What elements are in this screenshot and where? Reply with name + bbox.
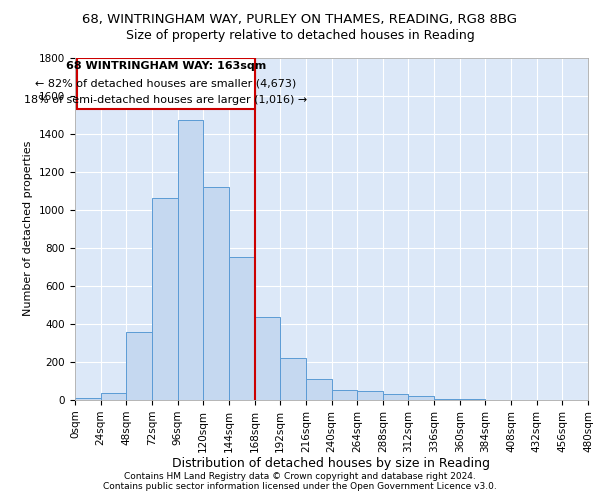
Y-axis label: Number of detached properties: Number of detached properties bbox=[23, 141, 34, 316]
X-axis label: Distribution of detached houses by size in Reading: Distribution of detached houses by size … bbox=[173, 458, 491, 470]
Text: Size of property relative to detached houses in Reading: Size of property relative to detached ho… bbox=[125, 29, 475, 42]
Bar bbox=[409, 396, 434, 400]
Text: 68, WINTRINGHAM WAY, PURLEY ON THAMES, READING, RG8 8BG: 68, WINTRINGHAM WAY, PURLEY ON THAMES, R… bbox=[83, 12, 517, 26]
Bar bbox=[75, 398, 101, 400]
Bar bbox=[77, 58, 254, 109]
Bar bbox=[178, 120, 203, 400]
Bar bbox=[306, 379, 331, 400]
Bar bbox=[229, 258, 254, 400]
Bar bbox=[280, 358, 306, 400]
Text: 18% of semi-detached houses are larger (1,016) →: 18% of semi-detached houses are larger (… bbox=[24, 96, 307, 106]
Bar bbox=[331, 390, 357, 400]
Text: 68 WINTRINGHAM WAY: 163sqm: 68 WINTRINGHAM WAY: 163sqm bbox=[66, 61, 266, 71]
Bar bbox=[383, 394, 409, 400]
Bar bbox=[127, 332, 152, 400]
Bar bbox=[357, 392, 383, 400]
Text: Contains HM Land Registry data © Crown copyright and database right 2024.: Contains HM Land Registry data © Crown c… bbox=[124, 472, 476, 481]
Text: Contains public sector information licensed under the Open Government Licence v3: Contains public sector information licen… bbox=[103, 482, 497, 491]
Bar bbox=[254, 317, 280, 400]
Bar bbox=[434, 399, 460, 400]
Bar bbox=[101, 394, 127, 400]
Text: ← 82% of detached houses are smaller (4,673): ← 82% of detached houses are smaller (4,… bbox=[35, 78, 296, 88]
Bar bbox=[152, 198, 178, 400]
Bar bbox=[203, 187, 229, 400]
